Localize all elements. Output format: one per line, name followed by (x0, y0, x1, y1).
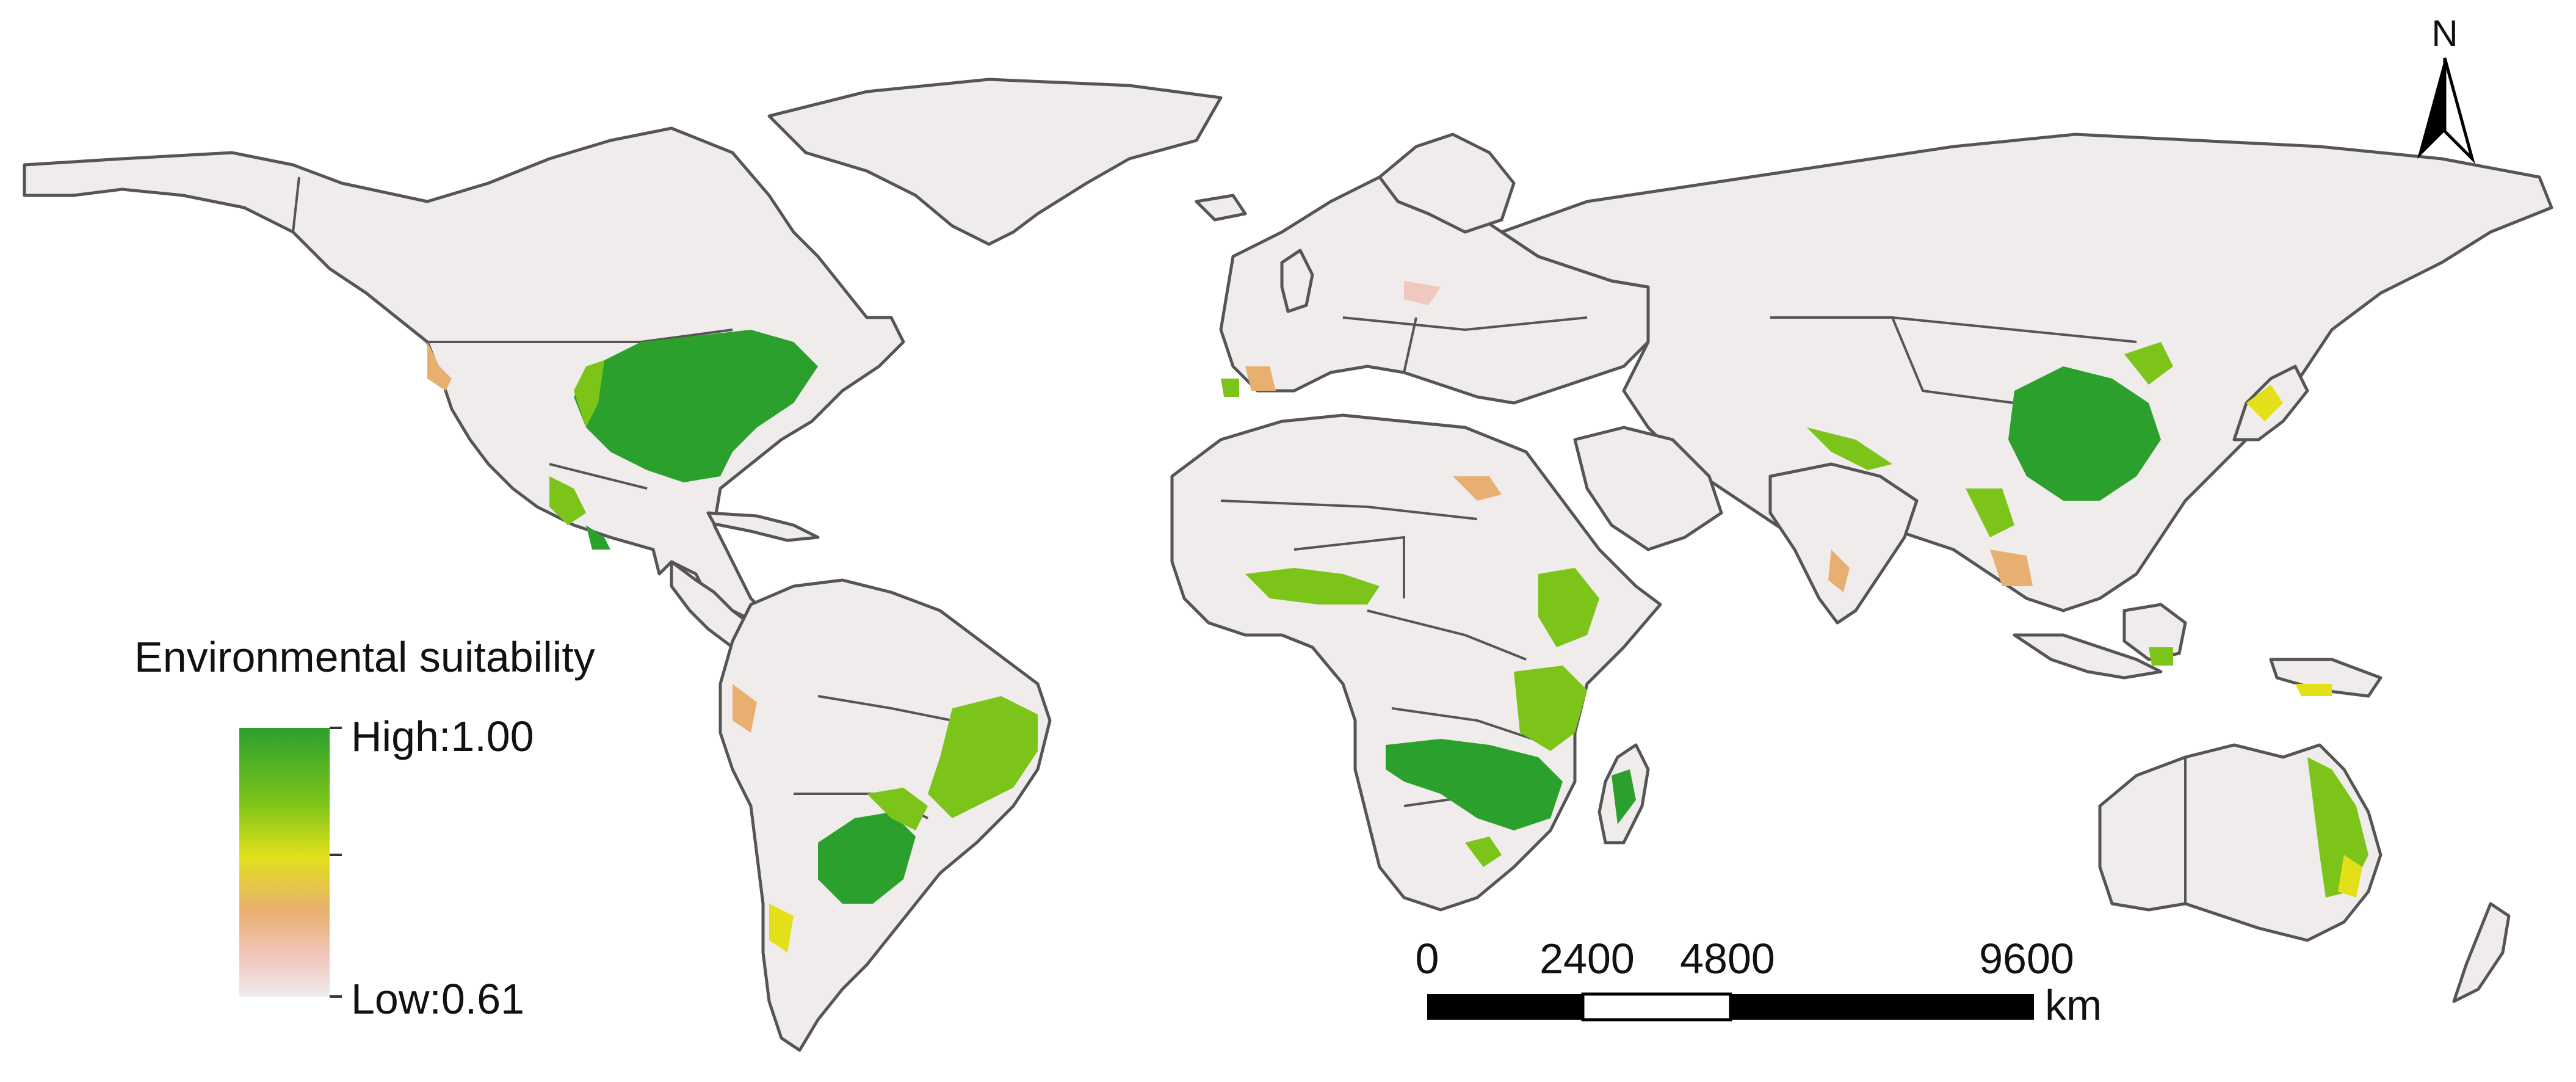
patch-west-africa (1245, 568, 1380, 605)
patch-east-africa (1514, 666, 1587, 751)
arabian-peninsula (1573, 426, 1723, 551)
legend: Environmental suitability High:1.00 Low:… (134, 633, 595, 1023)
patch-paraguay (818, 812, 916, 904)
legend-high-label: High:1.00 (351, 713, 534, 760)
legend-low-label: Low:0.61 (351, 975, 524, 1023)
country-borders (292, 176, 2187, 904)
landmasses (23, 78, 2553, 1052)
scale-segment-1 (1427, 994, 1583, 1020)
iceland (1195, 194, 1247, 222)
scale-unit: km (2045, 981, 2102, 1029)
borneo (2122, 603, 2187, 661)
legend-color-ramp (239, 728, 330, 997)
north-label: N (2431, 13, 2458, 54)
scale-bar: 0 2400 4800 9600 km (1416, 935, 2102, 1029)
legend-title: Environmental suitability (134, 633, 595, 681)
india (1768, 462, 1919, 625)
greenland (767, 78, 1223, 246)
british-isles (1280, 249, 1314, 313)
patch-usa (574, 330, 818, 482)
scale-segment-3 (1731, 994, 2034, 1020)
scale-tick-9600: 9600 (1979, 935, 2074, 982)
suitability-patches (427, 281, 2368, 953)
australia (2098, 743, 2382, 942)
scale-segment-2 (1581, 992, 1732, 1022)
patch-china (2008, 366, 2161, 501)
scandinavia (1378, 133, 1516, 234)
new-guinea (2269, 658, 2382, 698)
southeast-asia-islands (2013, 633, 2163, 680)
scale-tick-4800: 4800 (1680, 935, 1775, 982)
scale-tick-2400: 2400 (1539, 935, 1635, 982)
north-arrow: N (2417, 13, 2475, 164)
scale-tick-0: 0 (1416, 935, 1439, 982)
cuba (706, 511, 820, 542)
patch-southern-africa (1386, 739, 1563, 830)
new-zealand (2452, 902, 2511, 1003)
north-arrow-icon (2417, 58, 2445, 159)
patch-brazil (928, 696, 1038, 818)
